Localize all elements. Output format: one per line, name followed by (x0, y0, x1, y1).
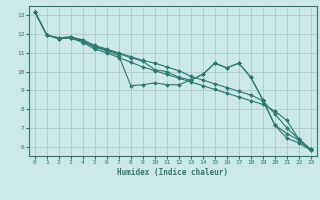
X-axis label: Humidex (Indice chaleur): Humidex (Indice chaleur) (117, 168, 228, 177)
